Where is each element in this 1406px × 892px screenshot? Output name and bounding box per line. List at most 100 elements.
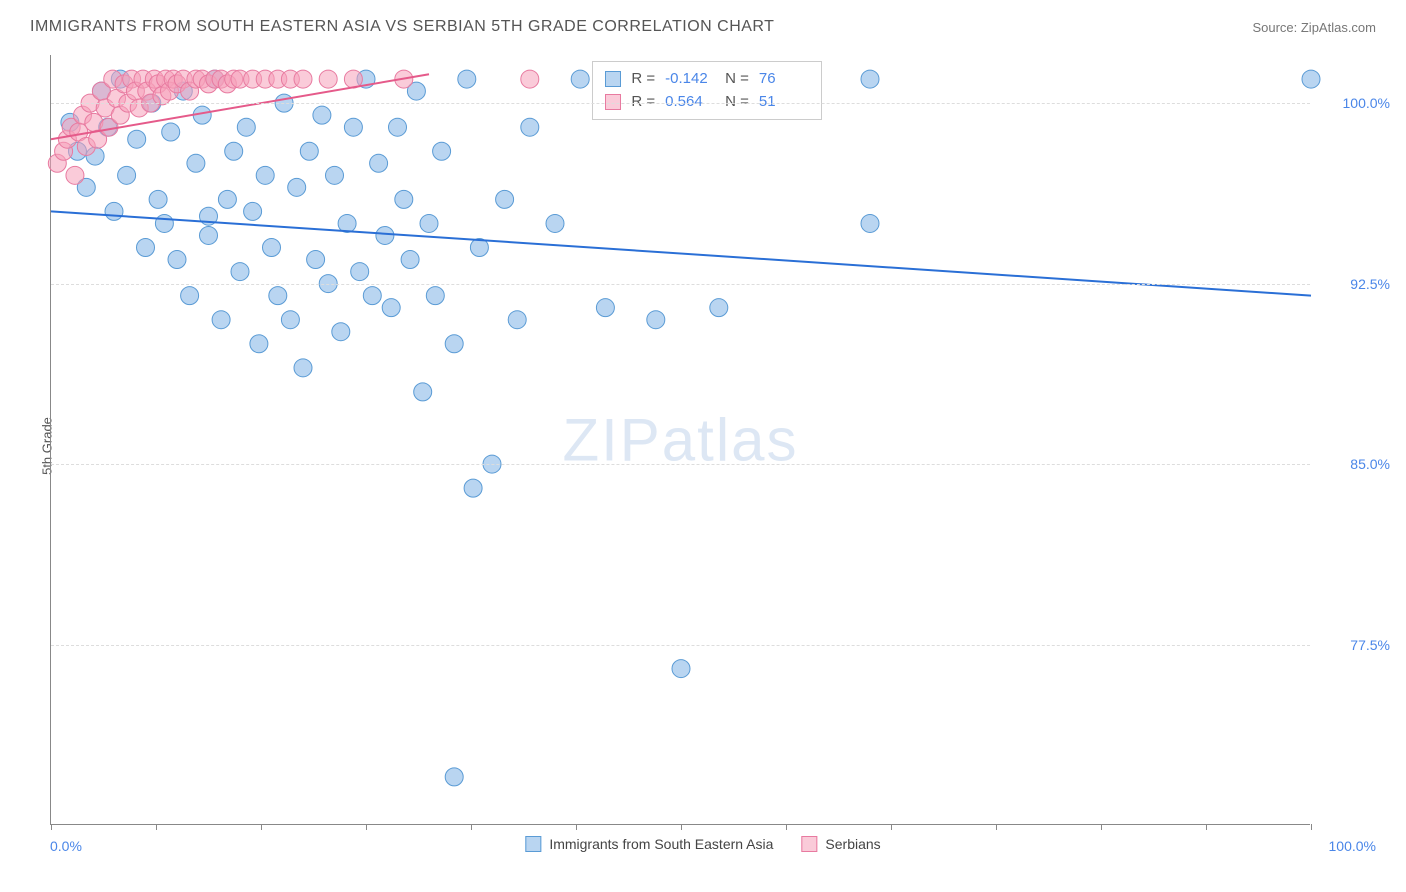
data-point (710, 299, 728, 317)
x-tick (471, 824, 472, 830)
x-tick (366, 824, 367, 830)
stat-n-label: N = (725, 68, 749, 91)
data-point (181, 287, 199, 305)
gridline (51, 103, 1310, 104)
data-point (326, 166, 344, 184)
chart-title: IMMIGRANTS FROM SOUTH EASTERN ASIA VS SE… (30, 18, 774, 36)
data-point (212, 311, 230, 329)
stat-swatch (605, 71, 621, 87)
data-point (521, 118, 539, 136)
data-point (307, 251, 325, 269)
data-point (294, 70, 312, 88)
stat-r-value: 0.564 (665, 91, 715, 114)
source-attribution: Source: ZipAtlas.com (1252, 20, 1376, 35)
legend-swatch (525, 836, 541, 852)
data-point (433, 142, 451, 160)
data-point (319, 70, 337, 88)
data-point (376, 226, 394, 244)
data-point (344, 118, 362, 136)
x-tick (1101, 824, 1102, 830)
data-point (672, 660, 690, 678)
data-point (137, 239, 155, 257)
data-point (225, 142, 243, 160)
source-name: ZipAtlas.com (1301, 20, 1376, 35)
data-point (155, 214, 173, 232)
data-point (395, 190, 413, 208)
data-point (445, 768, 463, 786)
data-point (420, 214, 438, 232)
data-point (426, 287, 444, 305)
data-point (149, 190, 167, 208)
stat-swatch (605, 94, 621, 110)
gridline (51, 464, 1310, 465)
plot-area: ZIPatlas R =-0.142N =76R =0.564N =51 100… (50, 55, 1310, 825)
data-point (300, 142, 318, 160)
x-tick (681, 824, 682, 830)
stat-box: R = -0.142 N = 76 R = 0.564 N = 51 (592, 61, 822, 120)
x-tick (1311, 824, 1312, 830)
data-point (389, 118, 407, 136)
data-point (288, 178, 306, 196)
data-point (351, 263, 369, 281)
data-point (414, 383, 432, 401)
data-point (571, 70, 589, 88)
data-point (237, 118, 255, 136)
stat-n-value: 76 (759, 68, 809, 91)
data-point (861, 70, 879, 88)
data-point (458, 70, 476, 88)
data-point (105, 202, 123, 220)
data-point (281, 311, 299, 329)
x-tick (891, 824, 892, 830)
legend-label: Serbians (825, 836, 880, 852)
legend-swatch (801, 836, 817, 852)
data-point (187, 154, 205, 172)
legend-item: Immigrants from South Eastern Asia (525, 836, 773, 852)
data-point (66, 166, 84, 184)
data-point (231, 263, 249, 281)
y-tick-label: 92.5% (1320, 276, 1390, 292)
stat-n-value: 51 (759, 91, 809, 114)
x-tick (996, 824, 997, 830)
data-point (162, 123, 180, 141)
data-point (1302, 70, 1320, 88)
stat-r-label: R = (631, 68, 655, 91)
data-point (332, 323, 350, 341)
data-point (294, 359, 312, 377)
stat-n-label: N = (725, 91, 749, 114)
data-point (363, 287, 381, 305)
x-axis-min-label: 0.0% (50, 838, 82, 854)
data-point (861, 214, 879, 232)
x-tick (576, 824, 577, 830)
legend-item: Serbians (801, 836, 880, 852)
data-point (263, 239, 281, 257)
data-point (218, 190, 236, 208)
data-point (200, 226, 218, 244)
data-point (128, 130, 146, 148)
stat-r-value: -0.142 (665, 68, 715, 91)
stat-r-label: R = (631, 91, 655, 114)
data-point (118, 166, 136, 184)
data-point (445, 335, 463, 353)
x-tick (786, 824, 787, 830)
y-tick-label: 77.5% (1320, 637, 1390, 653)
chart-svg (51, 55, 1310, 824)
y-tick-label: 100.0% (1320, 95, 1390, 111)
data-point (269, 287, 287, 305)
data-point (250, 335, 268, 353)
data-point (546, 214, 564, 232)
data-point (256, 166, 274, 184)
data-point (647, 311, 665, 329)
gridline (51, 645, 1310, 646)
stat-row: R = 0.564 N = 51 (605, 91, 809, 114)
data-point (464, 479, 482, 497)
data-point (370, 154, 388, 172)
source-prefix: Source: (1252, 20, 1300, 35)
data-point (496, 190, 514, 208)
y-tick-label: 85.0% (1320, 456, 1390, 472)
data-point (338, 214, 356, 232)
data-point (244, 202, 262, 220)
data-point (382, 299, 400, 317)
data-point (313, 106, 331, 124)
x-tick (156, 824, 157, 830)
data-point (168, 251, 186, 269)
